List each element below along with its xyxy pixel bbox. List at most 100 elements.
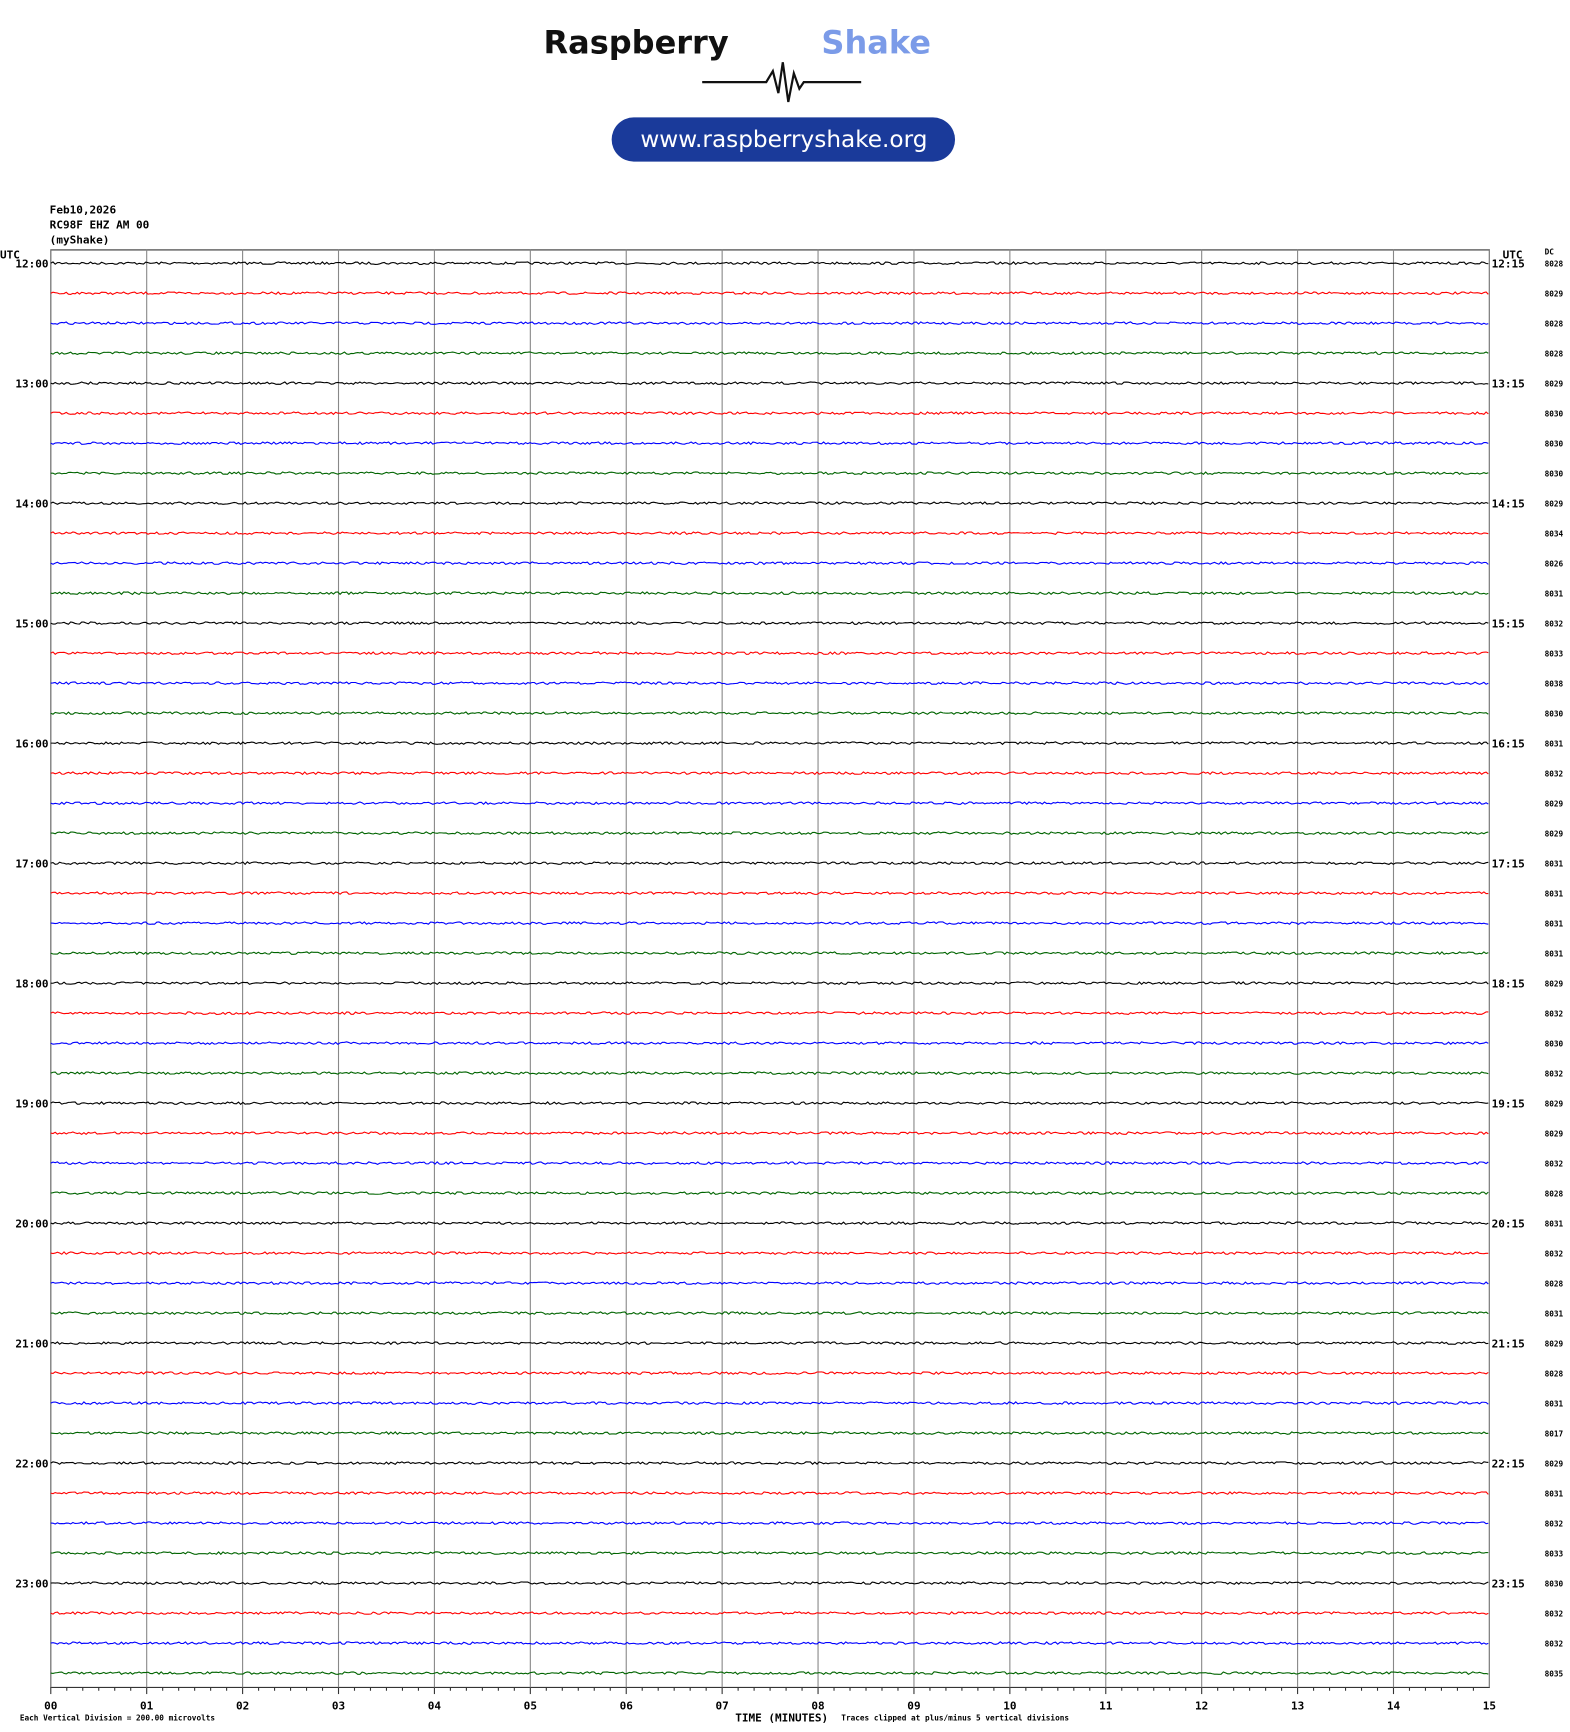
trace <box>50 1521 1489 1526</box>
brand: Raspberry <box>543 23 728 61</box>
trace <box>50 1161 1489 1166</box>
right-label: 23:15 <box>1492 1578 1525 1591</box>
url-pill[interactable] <box>611 117 956 162</box>
hour-label: 12:00 <box>15 258 48 271</box>
trace <box>50 441 1489 446</box>
dc-value: 8034 <box>1545 529 1564 538</box>
trace <box>50 1341 1489 1346</box>
x-tick-label: 02 <box>236 1700 249 1713</box>
x-tick-label: 11 <box>1099 1700 1113 1713</box>
trace <box>50 1431 1489 1436</box>
dc-value: 8031 <box>1545 1399 1564 1408</box>
dc-value: 8026 <box>1545 559 1564 568</box>
right-label: 16:15 <box>1492 738 1525 751</box>
dc-value: 8029 <box>1545 379 1564 388</box>
right-label: 15:15 <box>1492 618 1525 631</box>
trace <box>50 1221 1489 1226</box>
hour-label: 23:00 <box>15 1578 48 1591</box>
x-tick-label: 00 <box>44 1700 57 1713</box>
dc-value: 8028 <box>1545 259 1564 268</box>
trace <box>50 651 1489 656</box>
trace <box>50 1671 1489 1676</box>
dc-value: 8031 <box>1545 859 1564 868</box>
trace <box>50 771 1489 776</box>
trace <box>50 831 1489 836</box>
dc-value: 8028 <box>1545 1189 1564 1198</box>
trace <box>50 741 1489 746</box>
station-info: (myShake) <box>50 233 110 246</box>
dc-value: 8030 <box>1545 439 1564 448</box>
x-tick-label: 01 <box>140 1700 154 1713</box>
hour-label: 22:00 <box>15 1458 48 1471</box>
dc-value: 8030 <box>1545 469 1564 478</box>
hour-label: 19:00 <box>15 1098 48 1111</box>
x-tick-label: 12 <box>1195 1700 1208 1713</box>
x-tick-label: 03 <box>332 1700 345 1713</box>
trace <box>50 1191 1489 1196</box>
trace <box>50 1071 1489 1076</box>
x-tick-label: 08 <box>811 1700 824 1713</box>
dc-value: 8029 <box>1545 1129 1564 1138</box>
dc-value: 8031 <box>1545 919 1564 928</box>
dc-value: 8031 <box>1545 1309 1564 1318</box>
trace <box>50 1611 1489 1616</box>
trace <box>50 531 1489 536</box>
dc-value: 8029 <box>1545 289 1564 298</box>
trace <box>50 1311 1489 1315</box>
trace <box>50 621 1489 626</box>
dc-value: 8032 <box>1545 1519 1564 1528</box>
hour-label: 16:00 <box>15 738 48 751</box>
dc-value: 8028 <box>1545 1279 1564 1288</box>
dc-value: 8033 <box>1545 1549 1564 1558</box>
trace <box>50 981 1489 986</box>
x-tick-label: 06 <box>620 1700 634 1713</box>
dc-value: 8038 <box>1545 679 1564 688</box>
trace <box>50 1461 1489 1465</box>
trace <box>50 471 1489 476</box>
dc-label: DC <box>1545 247 1555 256</box>
trace <box>50 1131 1489 1136</box>
dc-value: 8032 <box>1545 769 1564 778</box>
right-label: 19:15 <box>1492 1098 1525 1111</box>
trace <box>50 1551 1489 1556</box>
trace <box>50 1401 1489 1406</box>
hour-label: 17:00 <box>15 858 48 871</box>
right-label: 18:15 <box>1492 978 1525 991</box>
trace <box>50 321 1489 326</box>
right-label: 14:15 <box>1492 498 1525 511</box>
dc-value: 8029 <box>1545 1459 1564 1468</box>
trace <box>50 1011 1489 1016</box>
trace <box>50 891 1489 896</box>
dc-value: 8033 <box>1545 649 1564 658</box>
x-tick-label: 09 <box>907 1700 920 1713</box>
x-axis-label: TIME (MINUTES) <box>735 1712 828 1725</box>
right-label: 22:15 <box>1492 1458 1525 1471</box>
dc-value: 8017 <box>1545 1429 1564 1438</box>
right-label: 13:15 <box>1492 378 1525 391</box>
brand-accent: Shake <box>821 23 931 61</box>
right-axis-label: UTC <box>1503 249 1523 262</box>
hour-label: 13:00 <box>15 378 48 391</box>
dc-value: 8029 <box>1545 979 1564 988</box>
x-tick-label: 07 <box>715 1700 728 1713</box>
dc-value: 8031 <box>1545 589 1564 598</box>
dc-value: 8029 <box>1545 499 1564 508</box>
dc-value: 8029 <box>1545 1099 1564 1108</box>
url[interactable]: www.raspberryshake.org <box>640 126 927 153</box>
dc-value: 8032 <box>1545 1249 1564 1258</box>
right-label: 21:15 <box>1492 1338 1525 1351</box>
dc-value: 8031 <box>1545 949 1564 958</box>
dc-value: 8030 <box>1545 1579 1564 1588</box>
dc-value: 8031 <box>1545 739 1564 748</box>
right-label: 17:15 <box>1492 858 1525 871</box>
trace <box>50 1641 1489 1646</box>
trace <box>50 681 1489 686</box>
dc-value: 8032 <box>1545 1639 1564 1648</box>
trace <box>50 861 1489 866</box>
dc-value: 8028 <box>1545 349 1564 358</box>
dc-value: 8031 <box>1545 1219 1564 1228</box>
dc-value: 8028 <box>1545 319 1564 328</box>
left-axis-label: UTC <box>0 249 20 262</box>
dc-value: 8029 <box>1545 829 1564 838</box>
dc-value: 8031 <box>1545 889 1564 898</box>
